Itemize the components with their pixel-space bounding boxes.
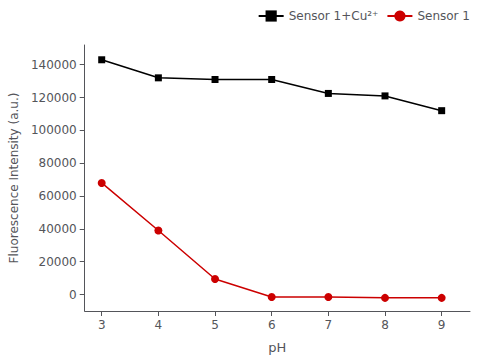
svg-text:9: 9 — [438, 318, 446, 332]
svg-text:3: 3 — [98, 318, 106, 332]
svg-text:4: 4 — [155, 318, 163, 332]
svg-text:80000: 80000 — [39, 156, 77, 170]
svg-text:0: 0 — [69, 288, 77, 302]
svg-text:140000: 140000 — [31, 58, 77, 72]
svg-text:6: 6 — [268, 318, 276, 332]
svg-text:100000: 100000 — [31, 123, 77, 137]
svg-text:60000: 60000 — [39, 189, 77, 203]
svg-text:5: 5 — [211, 318, 219, 332]
svg-text:Sensor 1: Sensor 1 — [417, 9, 470, 23]
svg-text:20000: 20000 — [39, 255, 77, 269]
svg-text:40000: 40000 — [39, 222, 77, 236]
svg-text:8: 8 — [381, 318, 389, 332]
svg-text:Sensor 1+Cu²⁺: Sensor 1+Cu²⁺ — [289, 9, 379, 23]
svg-text:7: 7 — [325, 318, 333, 332]
svg-text:pH: pH — [268, 340, 286, 355]
svg-text:120000: 120000 — [31, 91, 77, 105]
svg-text:Fluorescence Intensity (a.u.): Fluorescence Intensity (a.u.) — [7, 93, 21, 264]
